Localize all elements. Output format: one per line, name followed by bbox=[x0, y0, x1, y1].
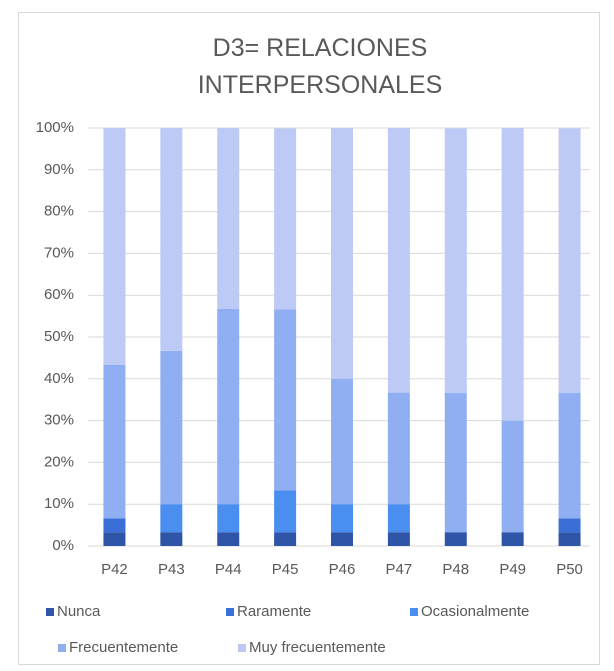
bar-segment bbox=[103, 532, 126, 546]
bar-segment bbox=[217, 532, 240, 546]
bar-segment bbox=[387, 504, 410, 533]
bar-segment bbox=[387, 128, 410, 393]
x-tick-label: P45 bbox=[272, 561, 299, 578]
bar-segment bbox=[387, 532, 410, 546]
bar-segment bbox=[558, 532, 581, 546]
bar-segment bbox=[331, 378, 353, 505]
y-tick-label: 40% bbox=[44, 370, 74, 387]
y-tick-label: 70% bbox=[44, 244, 74, 261]
bar-segment bbox=[160, 350, 183, 505]
y-tick-label: 80% bbox=[44, 203, 74, 220]
bar-segment bbox=[217, 128, 240, 309]
bar-segment bbox=[274, 309, 297, 491]
y-tick-label: 30% bbox=[44, 412, 74, 429]
bar-segment bbox=[331, 532, 353, 546]
x-tick-label: P44 bbox=[215, 561, 242, 578]
bar-segment bbox=[501, 420, 524, 533]
chart-title: D3= RELACIONES INTERPERSONALES bbox=[197, 34, 443, 99]
y-tick-label: 0% bbox=[52, 537, 74, 554]
bar-segment bbox=[387, 392, 410, 505]
chart-frame bbox=[18, 12, 600, 665]
x-tick-label: P46 bbox=[329, 561, 356, 578]
legend-label: Nunca bbox=[57, 603, 101, 620]
y-tick-label: 10% bbox=[44, 495, 74, 512]
bar-segment bbox=[444, 128, 467, 394]
bar-segment bbox=[444, 532, 467, 546]
y-tick-label: 20% bbox=[44, 453, 74, 470]
bar-segment bbox=[103, 128, 126, 366]
x-tick-label: P47 bbox=[386, 561, 413, 578]
bar-segment bbox=[501, 532, 524, 546]
bar-segment bbox=[444, 393, 467, 533]
legend-label: Muy frecuentemente bbox=[249, 639, 386, 656]
bar-segment bbox=[331, 128, 353, 379]
y-tick-label: 50% bbox=[44, 328, 74, 345]
x-tick-label: P49 bbox=[499, 561, 526, 578]
x-tick-label: P48 bbox=[442, 561, 469, 578]
y-tick-label: 100% bbox=[36, 119, 74, 136]
bar-segment bbox=[103, 518, 126, 533]
bar-segment bbox=[274, 490, 297, 533]
bar-segment bbox=[160, 532, 183, 546]
bar-segment bbox=[558, 128, 581, 394]
bar-segment bbox=[331, 504, 353, 533]
y-tick-label: 90% bbox=[44, 161, 74, 178]
bar-segment bbox=[160, 128, 183, 351]
x-tick-label: P42 bbox=[101, 561, 128, 578]
bar-segment bbox=[160, 504, 183, 533]
legend-label: Frecuentemente bbox=[69, 639, 178, 656]
bar-segment bbox=[274, 128, 297, 310]
legend-label: Ocasionalmente bbox=[421, 603, 529, 620]
legend-label: Raramente bbox=[237, 603, 311, 620]
y-tick-label: 60% bbox=[44, 286, 74, 303]
legend-swatch bbox=[46, 608, 54, 616]
legend-swatch bbox=[226, 608, 234, 616]
bar-segment bbox=[217, 308, 240, 505]
x-tick-label: P50 bbox=[556, 561, 583, 578]
x-tick-label: P43 bbox=[158, 561, 185, 578]
bar-segment bbox=[558, 518, 581, 533]
bar-segment bbox=[501, 128, 524, 421]
legend-swatch bbox=[58, 644, 66, 652]
bar-segment bbox=[274, 532, 297, 546]
legend-swatch bbox=[238, 644, 246, 652]
legend-swatch bbox=[410, 608, 418, 616]
bar-segment bbox=[217, 504, 240, 533]
bar-segment bbox=[103, 365, 126, 519]
bar-segment bbox=[558, 393, 581, 519]
